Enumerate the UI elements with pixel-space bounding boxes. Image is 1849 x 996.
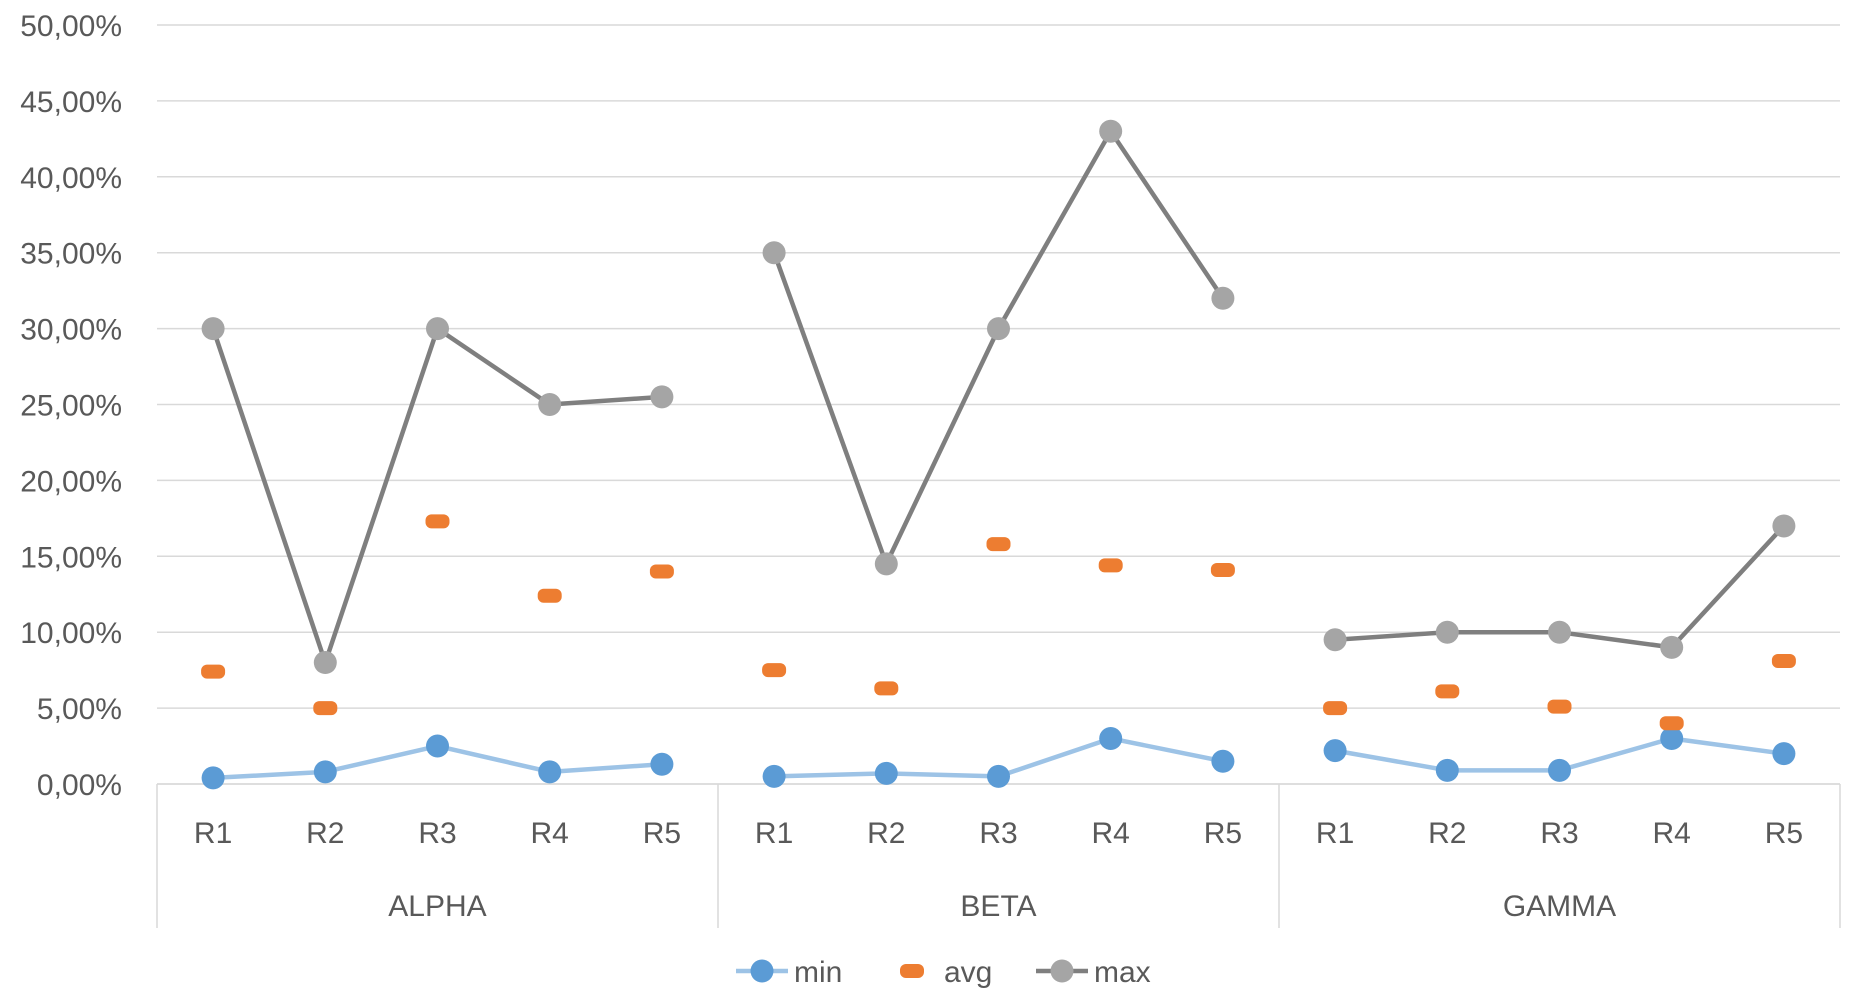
data-point-max: [1099, 119, 1123, 143]
data-point-min: [1660, 726, 1684, 750]
x-tick-label: R5: [1204, 817, 1242, 850]
data-point-min: [1323, 739, 1347, 763]
data-point-avg: [1210, 562, 1235, 577]
series-max: [201, 119, 1796, 675]
gridlines: [157, 24, 1840, 785]
y-tick-label: 50,00%: [20, 10, 122, 43]
y-tick-label: 40,00%: [20, 162, 122, 195]
data-point-max: [874, 552, 898, 576]
data-point-min: [201, 766, 225, 790]
legend-label: min: [794, 956, 842, 989]
x-tick-label: R3: [979, 817, 1017, 850]
data-point-max: [650, 385, 674, 409]
data-point-avg: [425, 514, 450, 529]
x-tick-label: R4: [1092, 817, 1130, 850]
data-point-max: [1548, 620, 1571, 644]
x-tick-label: R4: [531, 817, 569, 850]
data-point-min: [1211, 749, 1235, 773]
y-tick-label: 10,00%: [20, 617, 122, 650]
x-tick-label: R1: [755, 817, 793, 850]
x-tick-label: R1: [194, 817, 232, 850]
data-point-avg: [537, 588, 562, 603]
series-line-max: [210, 326, 663, 665]
x-tick-label: R2: [306, 817, 344, 850]
y-tick-label: 35,00%: [20, 238, 122, 271]
data-point-min: [426, 734, 449, 758]
series-line-max: [771, 129, 1225, 567]
x-tick-label: R5: [643, 817, 681, 850]
series-avg: [201, 514, 1796, 731]
data-point-max: [1660, 635, 1684, 659]
data-point-max: [201, 317, 225, 341]
data-point-avg: [762, 663, 787, 678]
legend-label: max: [1094, 956, 1151, 989]
y-tick-label: 5,00%: [37, 693, 122, 726]
data-point-avg: [313, 701, 338, 716]
data-point-max: [538, 393, 562, 416]
y-tick-label: 20,00%: [20, 465, 122, 498]
data-point-max: [426, 317, 449, 341]
x-tick-label: R2: [1428, 817, 1466, 850]
y-tick-label: 45,00%: [20, 86, 122, 119]
group-label: BETA: [960, 890, 1036, 923]
data-point-max: [987, 317, 1010, 341]
data-point-avg: [1323, 701, 1348, 716]
data-point-avg: [1547, 699, 1572, 714]
x-tick-label: R1: [1316, 817, 1354, 850]
legend-marker-avg: [900, 964, 924, 978]
legend-marker-max: [1050, 959, 1074, 983]
y-tick-label: 30,00%: [20, 314, 122, 347]
x-tick-label: R5: [1765, 817, 1803, 850]
data-point-min: [987, 764, 1010, 788]
data-point-avg: [1771, 654, 1796, 669]
data-point-max: [313, 651, 337, 675]
legend-item-min: min: [736, 956, 842, 989]
data-point-avg: [649, 564, 674, 579]
data-point-avg: [874, 681, 899, 696]
data-point-max: [1435, 620, 1459, 644]
legend-item-max: max: [1036, 956, 1151, 989]
data-point-max: [1211, 286, 1235, 310]
data-point-min: [762, 764, 786, 788]
data-point-avg: [1659, 716, 1684, 731]
data-point-avg: [1435, 684, 1460, 699]
y-tick-label: 25,00%: [20, 390, 122, 423]
data-point-avg: [201, 664, 226, 679]
legend-item-avg: avg: [900, 956, 992, 989]
x-tick-label: R3: [418, 817, 456, 850]
group-label: ALPHA: [388, 890, 486, 923]
series-min: [201, 726, 1796, 790]
group-label: GAMMA: [1503, 890, 1616, 923]
data-point-min: [1435, 758, 1459, 782]
x-tick-label: R4: [1653, 817, 1691, 850]
y-tick-label: 0,00%: [37, 769, 122, 802]
series-layer: [201, 119, 1796, 790]
x-tick-label: R3: [1540, 817, 1578, 850]
y-axis: 0,00% 5,00% 10,00% 15,00% 20,00% 25,00% 30,00%…: [20, 10, 122, 802]
data-point-min: [874, 761, 898, 785]
data-point-min: [538, 760, 562, 784]
y-tick-label: 15,00%: [20, 541, 122, 574]
data-point-min: [1772, 742, 1796, 766]
data-point-avg: [986, 537, 1011, 552]
data-point-avg: [1098, 558, 1123, 573]
legend-marker-min: [750, 959, 774, 983]
x-tick-label: R2: [867, 817, 905, 850]
legend: min avg max: [736, 956, 1151, 989]
legend-label: avg: [944, 956, 992, 989]
data-point-max: [762, 241, 786, 265]
x-axis: R1 R2 R3 R4 R5 ALPHA R1 R2 R3 R4 R5 BETA R1 R2 R3 R4 R5 G…: [156, 783, 1841, 928]
data-point-max: [1772, 514, 1796, 538]
data-point-min: [1548, 758, 1571, 782]
data-point-min: [313, 760, 337, 784]
data-point-min: [1099, 726, 1123, 750]
data-point-min: [650, 752, 674, 776]
data-point-max: [1323, 628, 1347, 652]
